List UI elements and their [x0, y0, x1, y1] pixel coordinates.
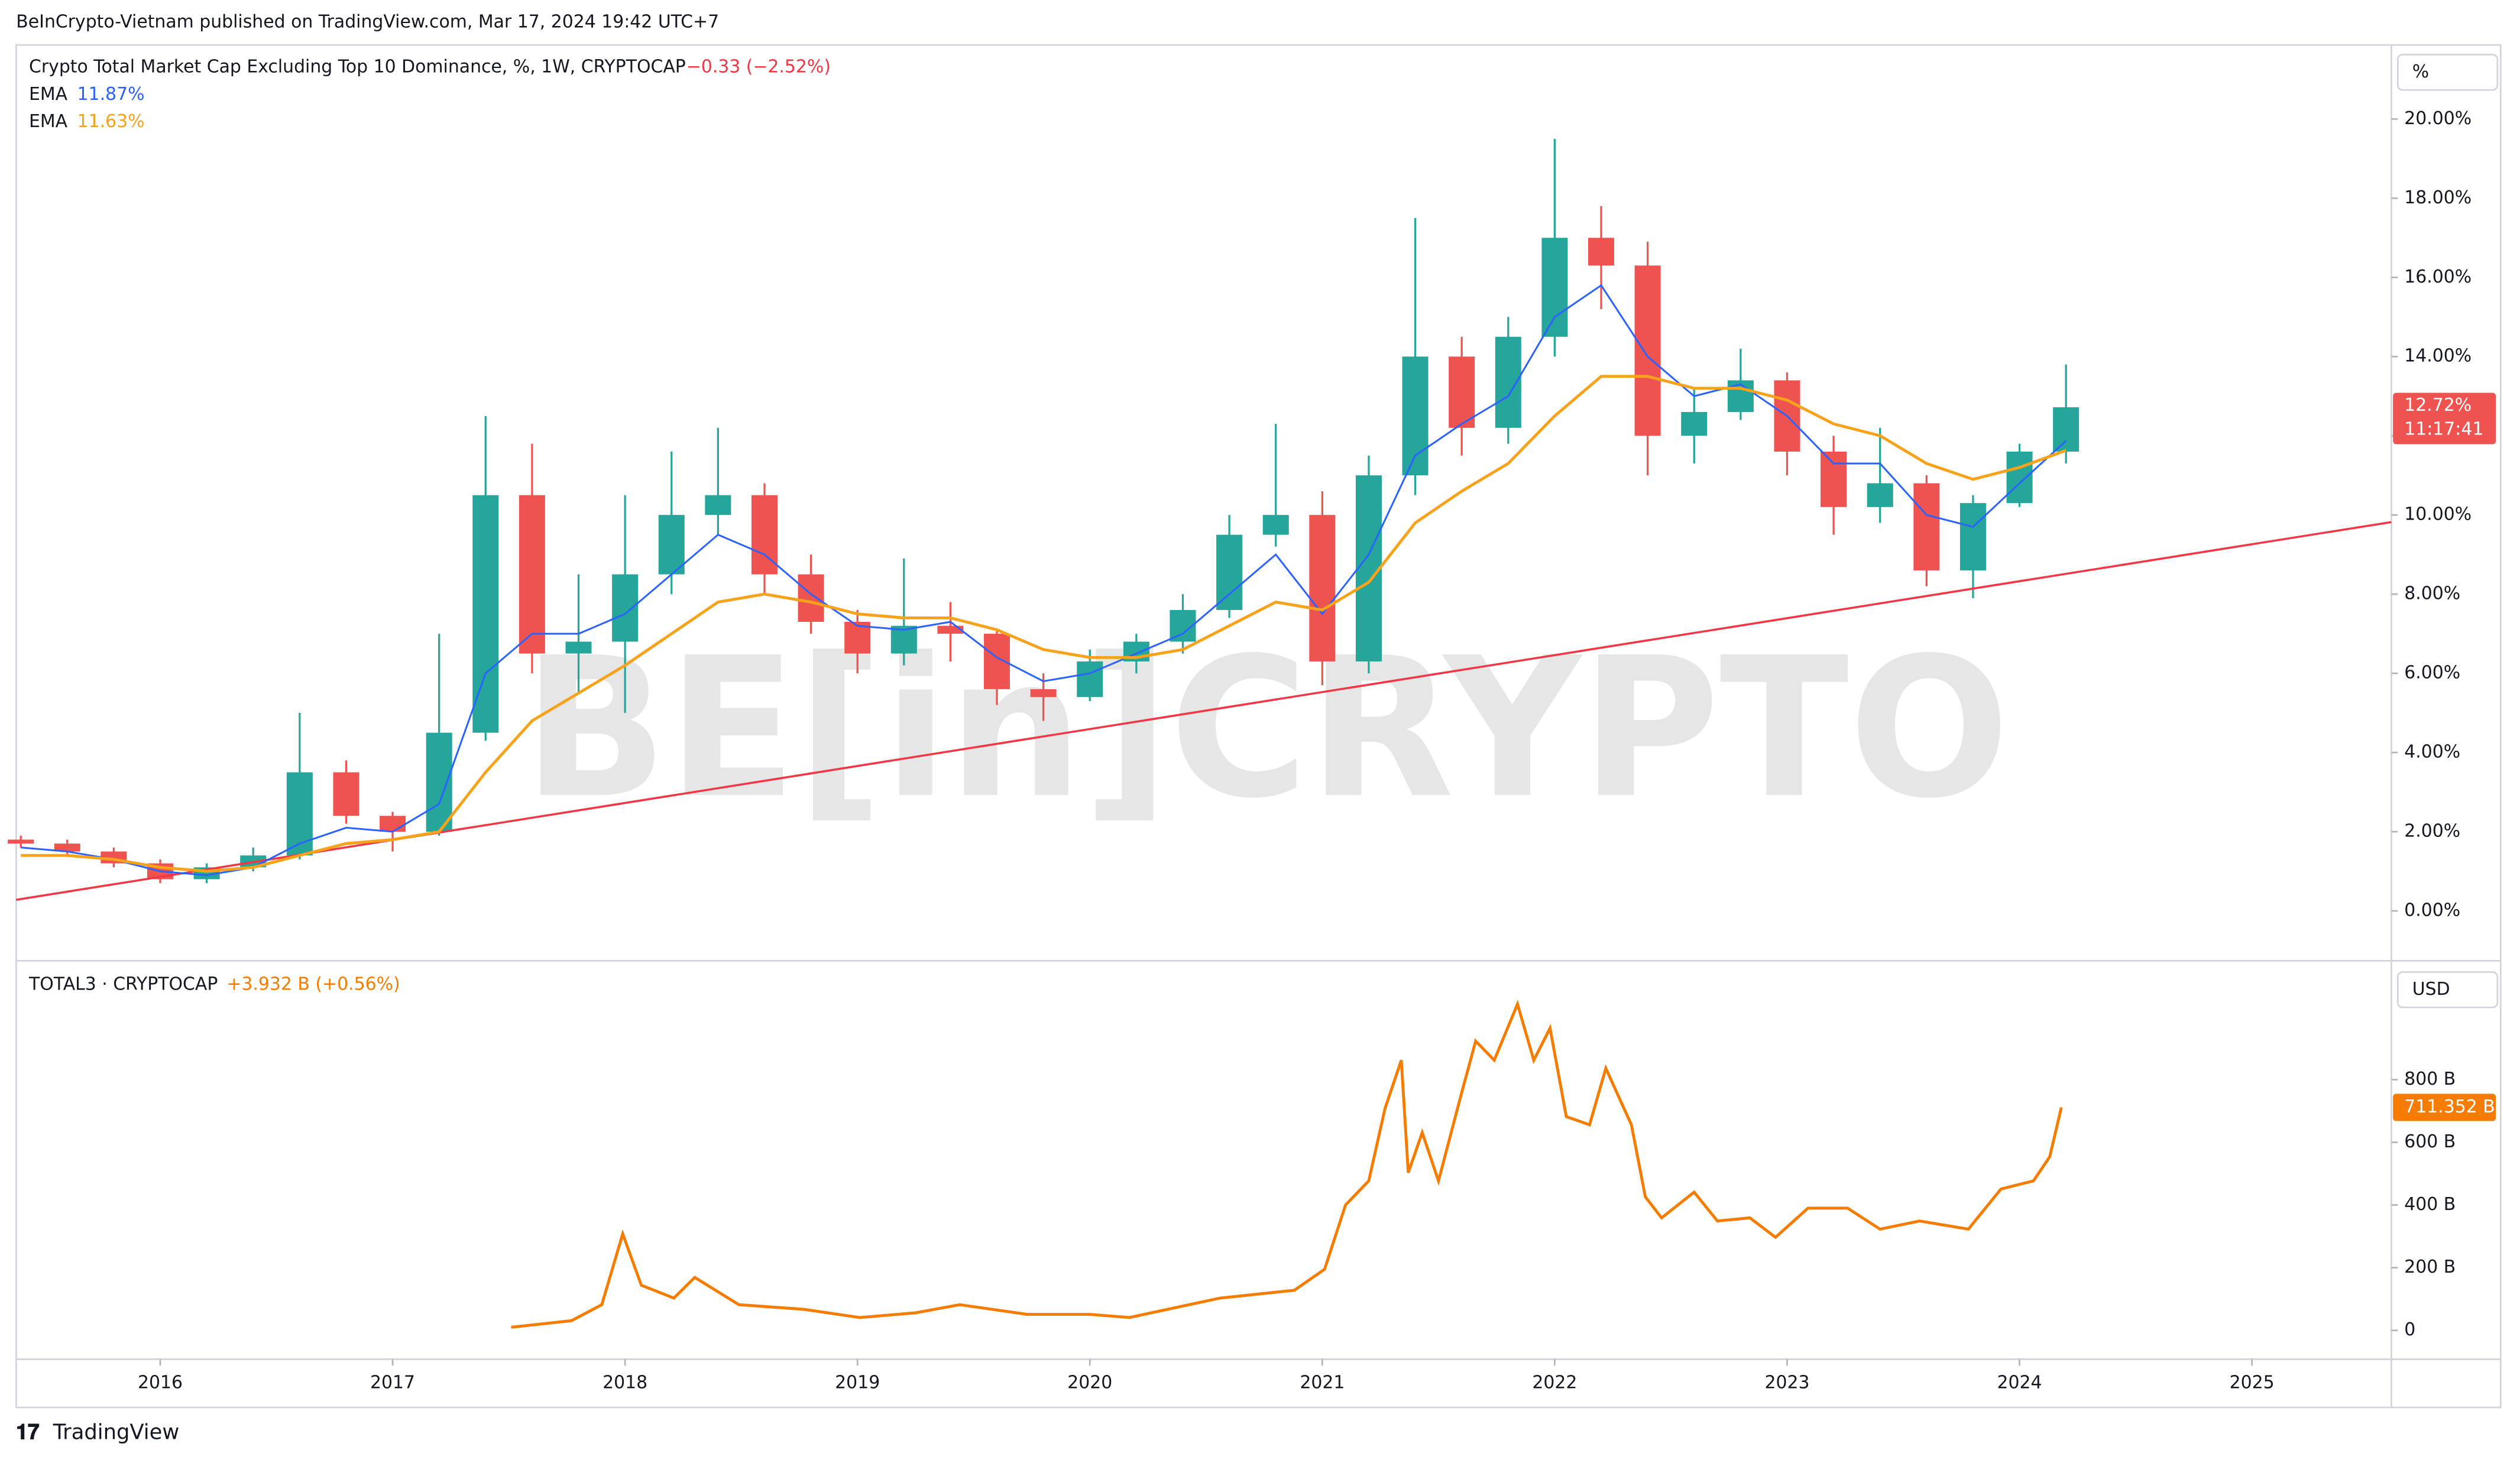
legend-value: 11.87% [77, 84, 145, 105]
candle-body [472, 495, 499, 733]
legend-name: EMA [29, 111, 68, 132]
candle-body [1262, 515, 1289, 535]
candle-body [798, 574, 824, 622]
y-tick-label: 600 B [2404, 1131, 2456, 1152]
y-tick-label: 2.00% [2404, 821, 2460, 842]
pane-change: +3.932 B (+0.56%) [226, 974, 400, 995]
y-tick-label: 20.00% [2404, 108, 2472, 129]
y-tick-label: 800 B [2404, 1069, 2456, 1089]
candle-body [54, 844, 80, 852]
candle-body [658, 515, 685, 575]
x-tick-label: 2020 [1067, 1373, 1112, 1393]
y-tick-label: 200 B [2404, 1257, 2456, 1277]
countdown-label: 11:17:41 [2404, 419, 2483, 440]
candle-body [1030, 689, 1057, 698]
brand-icon: 𝟏𝟕 [16, 1420, 40, 1444]
line-series [511, 1000, 2063, 1329]
y-tick-label: 16.00% [2404, 267, 2472, 287]
candle-body [1309, 515, 1336, 661]
candle-body [1588, 238, 1615, 266]
pane-title: TOTAL3 · CRYPTOCAP [28, 974, 218, 995]
y-tick-label: 4.00% [2404, 742, 2460, 763]
legend-name: EMA [29, 84, 68, 105]
candle-body [1959, 503, 1986, 570]
last-value-label: 12.72% [2404, 395, 2472, 416]
candle-body [1867, 483, 1893, 507]
ema-line [21, 375, 2066, 873]
candle-body [2053, 407, 2080, 452]
candle-body [1216, 534, 1243, 610]
plot-area [8, 138, 2392, 1329]
candle-body [380, 816, 406, 832]
chart-frame [15, 44, 2502, 1409]
y-tick-label: 14.00% [2404, 346, 2472, 366]
candle-body [2006, 451, 2033, 504]
y-tick-label: 8.00% [2404, 583, 2460, 604]
x-tick-label: 2018 [603, 1373, 647, 1393]
candle-body [8, 839, 34, 844]
candle-body [565, 641, 592, 654]
y-tick-label: 18.00% [2404, 187, 2472, 208]
x-tick-label: 2022 [1532, 1373, 1577, 1393]
candle-body [1821, 451, 1847, 507]
x-tick-label: 2019 [835, 1373, 880, 1393]
brand: TradingView [53, 1420, 179, 1444]
candle-body [1681, 412, 1708, 436]
pane-title: Crypto Total Market Cap Excluding Top 10… [29, 57, 686, 77]
watermark: BE[in]CRYPTO [523, 616, 2010, 841]
legend-value: 11.63% [77, 111, 145, 132]
last-value-tag [2393, 1094, 2496, 1121]
y-tick-label: 400 B [2404, 1194, 2456, 1215]
candle-body [519, 495, 545, 654]
x-tick-label: 2021 [1300, 1373, 1345, 1393]
candle-body [1077, 661, 1103, 698]
pane-change: −0.33 (−2.52%) [686, 57, 831, 77]
unit-box[interactable] [2396, 54, 2499, 91]
candle-body [612, 574, 639, 642]
y-tick-label: 0.00% [2404, 900, 2460, 920]
x-tick-label: 2025 [2230, 1373, 2275, 1393]
candle-body [705, 495, 731, 515]
unit-label[interactable]: USD [2412, 979, 2450, 1000]
candle-body [286, 772, 313, 856]
x-tick-label: 2016 [138, 1373, 183, 1393]
last-value-label: 711.352 B [2404, 1097, 2495, 1117]
candle-body [1449, 356, 1475, 428]
candle-body [426, 732, 452, 832]
candle-body [1355, 475, 1382, 661]
y-tick-label: 0 [2404, 1319, 2415, 1340]
attribution: BeInCrypto-Vietnam published on TradingV… [16, 12, 719, 33]
x-tick-label: 2017 [370, 1373, 415, 1393]
x-tick-label: 2024 [1997, 1373, 2042, 1393]
unit-label[interactable]: % [2412, 61, 2429, 82]
last-value-tag [2393, 392, 2496, 445]
candle-body [1913, 483, 1940, 570]
candle-body [1634, 265, 1661, 436]
y-tick-label: 6.00% [2404, 663, 2460, 683]
x-tick-label: 2023 [1764, 1373, 1809, 1393]
candle-body [333, 772, 359, 816]
unit-box[interactable] [2396, 971, 2499, 1008]
y-tick-label: 10.00% [2404, 504, 2472, 525]
candle-body [1541, 238, 1568, 337]
